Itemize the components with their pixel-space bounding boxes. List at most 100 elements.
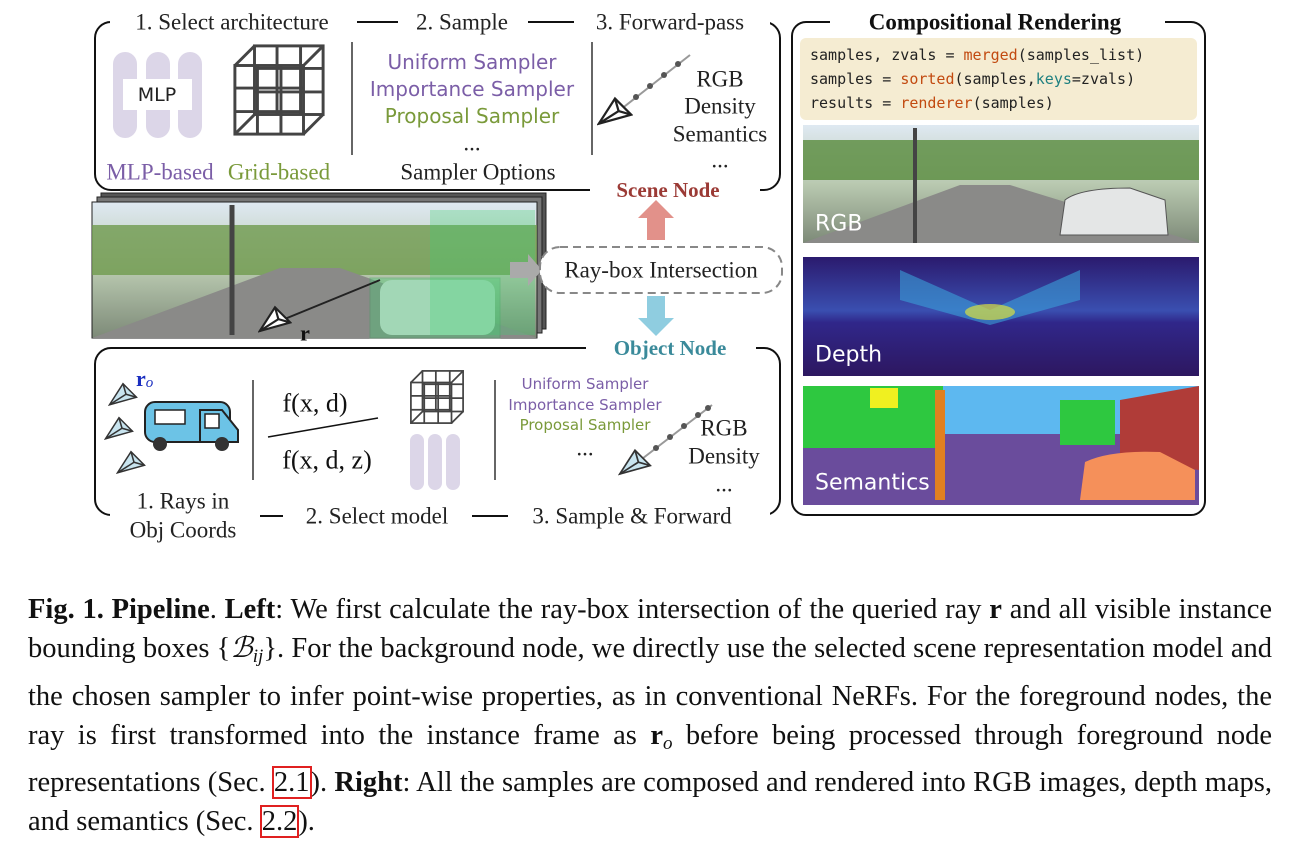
caption-plain: ).: [310, 767, 335, 799]
caption-italic: ℬ: [230, 633, 253, 665]
output: Density: [684, 94, 756, 119]
caption-bold: r: [650, 719, 663, 751]
camera: [116, 450, 146, 474]
caption-plain: ).: [298, 806, 315, 838]
rgb-panel: [803, 125, 1199, 243]
scene-node-title: Scene Node: [616, 178, 719, 202]
ray-subscript: o: [146, 375, 154, 391]
function: f(x, d, z): [282, 446, 372, 475]
intersection-label: Ray-box Intersection: [564, 258, 758, 283]
caption-bold: Right: [334, 767, 403, 799]
code-token: (samples): [973, 94, 1054, 112]
caption-sub: o: [662, 732, 673, 754]
code-token: results =: [810, 94, 900, 112]
step-label: 3. Forward-pass: [596, 10, 744, 35]
code-token: samples =: [810, 70, 900, 88]
camera: [104, 416, 134, 440]
sampler: Importance Sampler: [508, 396, 662, 414]
grid-icon: [410, 370, 464, 424]
sampler: Proposal Sampler: [520, 416, 652, 434]
semantics-panel: [803, 386, 1199, 505]
step-label: 1. Rays in: [137, 489, 230, 514]
rendering-title: Compositional Rendering: [869, 10, 1122, 35]
camera-ray: [618, 404, 713, 475]
panel-label: RGB: [815, 212, 862, 237]
caption-bold: Fig. 1. Pipeline: [28, 594, 210, 625]
sampler-options: Sampler Options: [400, 160, 555, 185]
model-label: Grid-based: [228, 160, 331, 185]
sampler: ...: [463, 131, 480, 156]
code-token: (samples,: [955, 70, 1036, 88]
caption-link[interactable]: 2.1: [271, 766, 312, 800]
caption-plain: }. For the background node, we directly …: [28, 633, 1272, 751]
step-label: Obj Coords: [130, 518, 237, 543]
code-token: sorted: [900, 70, 954, 88]
caption: Fig. 1. Pipeline. Left: We first calcula…: [28, 590, 1272, 842]
arrow: [510, 254, 542, 286]
code-line: samples, zvals = merged(samples_list): [810, 46, 1144, 64]
code-line: samples = sorted(samples,keys=zvals): [810, 70, 1135, 88]
code-token: keys: [1036, 70, 1072, 88]
arrow-down: [638, 296, 674, 336]
fraction-line: [267, 417, 379, 438]
step-label: 1. Select architecture: [135, 10, 328, 35]
arrow-up: [638, 200, 674, 240]
model-label: MLP-based: [106, 160, 214, 185]
ray-symbol: r: [136, 366, 146, 391]
code-box: [800, 38, 1197, 120]
code-token: merged: [964, 46, 1018, 64]
grid-icon: [233, 44, 325, 136]
caption-plain: before being processed through foregroun…: [28, 719, 1273, 799]
panel-label: Depth: [815, 343, 882, 368]
code: samples, zvals = merged(samples_list)sam…: [810, 46, 1144, 112]
van-icon: [144, 401, 239, 451]
caption-plain: : All the samples are composed and rende…: [28, 767, 1272, 838]
code-token: renderer: [900, 94, 972, 112]
panel-label: Semantics: [815, 471, 930, 496]
ray-label: r: [300, 321, 310, 346]
output: Semantics: [673, 122, 768, 147]
object-node-title: Object Node: [614, 336, 727, 360]
mask: [110, 502, 770, 528]
intersection-box: [539, 246, 783, 294]
step-label: 2. Select model: [306, 504, 448, 529]
sampler: Proposal Sampler: [385, 104, 560, 128]
camera: [108, 382, 138, 406]
step-label: 3. Sample & Forward: [532, 504, 732, 529]
camera-ray: [597, 54, 691, 125]
sampler: ...: [576, 436, 593, 461]
mlp-icon: [113, 52, 202, 138]
caption-link[interactable]: 2.2: [259, 805, 300, 839]
depth-panel: [803, 257, 1199, 376]
caption-plain: and all visible instance bounding boxes …: [28, 594, 1272, 665]
mlp-label: MLP: [138, 84, 176, 106]
caption-plain: .: [209, 594, 225, 625]
function: f(x, d): [283, 389, 348, 418]
street-image: [91, 192, 547, 339]
code-token: =zvals): [1072, 70, 1135, 88]
mask: [110, 8, 770, 36]
output: Density: [688, 444, 760, 469]
output: RGB: [700, 416, 747, 441]
sampler: Uniform Sampler: [387, 50, 557, 74]
sampler: Importance Sampler: [370, 77, 575, 101]
mask: [586, 336, 756, 362]
code-token: samples, zvals =: [810, 46, 964, 64]
figure: 1. Select architecture 2. Sample 3. Forw…: [91, 8, 1206, 543]
caption-sub: ij: [252, 646, 264, 668]
code-line: results = renderer(samples): [810, 94, 1054, 112]
output: RGB: [696, 67, 743, 92]
mask: [590, 178, 760, 204]
mask: [830, 8, 1165, 36]
caption-bold: Left: [224, 594, 276, 625]
caption-bold: r: [989, 594, 1002, 625]
code-token: (samples_list): [1018, 46, 1144, 64]
ray-label: ro: [136, 366, 154, 392]
sampler: Uniform Sampler: [522, 375, 650, 393]
output: ...: [711, 148, 728, 173]
output: ...: [715, 472, 732, 497]
mlp-icon: [410, 434, 460, 490]
step-label: 2. Sample: [416, 10, 508, 35]
caption-plain: : We first calculate the ray-box interse…: [275, 594, 990, 625]
